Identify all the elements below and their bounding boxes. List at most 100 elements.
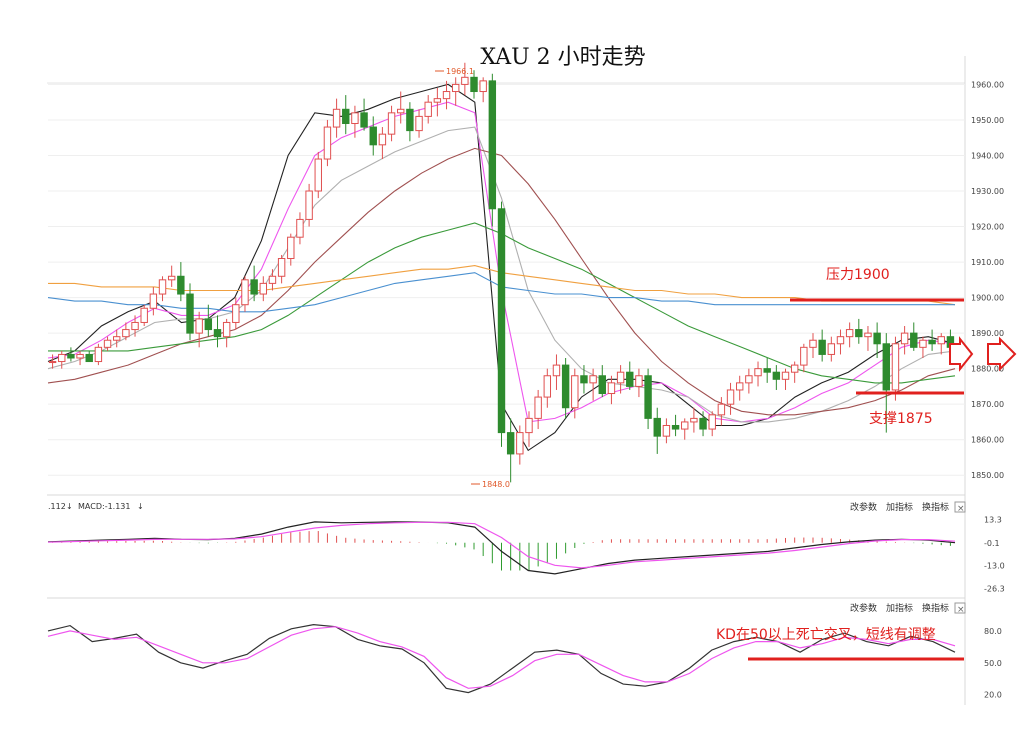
candlestick bbox=[250, 265, 258, 302]
price-y-tick-label: 1910.00 bbox=[971, 258, 1004, 267]
candlestick bbox=[873, 322, 881, 358]
candlestick bbox=[818, 329, 826, 362]
candlestick bbox=[76, 350, 84, 366]
candlestick bbox=[342, 95, 350, 135]
kd-buttons: 改参数 加指标 换指标 × bbox=[850, 602, 966, 615]
macd-header-value1: .112 bbox=[48, 502, 66, 511]
candle-down bbox=[598, 375, 606, 395]
macd-y-tick-label: 13.3 bbox=[984, 516, 1002, 525]
candle-up bbox=[662, 424, 671, 437]
candle-up bbox=[332, 108, 341, 128]
kd-change-params-button[interactable]: 改参数 bbox=[850, 602, 877, 614]
candlestick bbox=[85, 350, 93, 363]
support-annotation: 支撑1875 bbox=[856, 391, 964, 427]
price-panel-frame bbox=[47, 56, 966, 705]
candle-up bbox=[708, 414, 716, 430]
macd-switch-indicator-button[interactable]: 换指标 bbox=[922, 501, 949, 513]
candle-down bbox=[250, 279, 258, 295]
candle-down bbox=[910, 332, 918, 348]
candle-up bbox=[717, 403, 726, 416]
candlestick bbox=[516, 425, 524, 465]
price-y-tick-label: 1960.00 bbox=[971, 80, 1004, 89]
candle-up bbox=[195, 318, 203, 334]
candlestick bbox=[131, 315, 139, 337]
kd-y-tick-label: 80.0 bbox=[984, 627, 1002, 636]
candlestick bbox=[470, 70, 478, 99]
candle-up bbox=[58, 353, 66, 363]
candlestick bbox=[48, 354, 57, 369]
candlestick bbox=[113, 329, 121, 348]
candle-down bbox=[873, 332, 881, 345]
candle-up bbox=[571, 375, 579, 409]
candlestick bbox=[406, 102, 414, 142]
kd-switch-indicator-button[interactable]: 换指标 bbox=[922, 602, 949, 614]
macd-header-value2: :-1.131 bbox=[102, 502, 130, 511]
candle-up bbox=[451, 83, 460, 93]
macd-y-tick-label: -0.1 bbox=[984, 539, 1000, 548]
candlestick bbox=[378, 127, 387, 160]
candlestick bbox=[882, 333, 890, 433]
candle-up bbox=[158, 279, 167, 295]
candlestick bbox=[277, 254, 286, 284]
price-y-tick-label: 1900.00 bbox=[971, 294, 1004, 303]
candle-up bbox=[552, 364, 561, 377]
candle-up bbox=[845, 329, 854, 338]
macd-close-icon[interactable] bbox=[954, 501, 966, 513]
macd-change-params-button[interactable]: 改参数 bbox=[850, 501, 877, 513]
candle-up bbox=[534, 396, 542, 419]
candlestick bbox=[717, 397, 726, 426]
candlestick bbox=[598, 365, 606, 398]
candlestick bbox=[103, 336, 112, 351]
price-y-tick-label: 1850.00 bbox=[971, 471, 1004, 480]
price-y-tick-label: 1950.00 bbox=[971, 116, 1004, 125]
support-label: 支撑1875 bbox=[869, 411, 933, 427]
resistance-label: 压力1900 bbox=[826, 267, 890, 283]
candle-up bbox=[167, 275, 176, 281]
macd-histogram bbox=[52, 531, 951, 571]
svg-text:×: × bbox=[957, 605, 965, 615]
candle-up bbox=[397, 108, 405, 114]
macd-lines bbox=[47, 521, 956, 575]
candle-up bbox=[442, 91, 451, 100]
candlestick bbox=[735, 375, 744, 401]
kd-annotation-text: KD在50以上死亡交叉，短线有调整 bbox=[716, 626, 936, 643]
candle-up bbox=[103, 339, 112, 348]
candlestick bbox=[763, 357, 771, 383]
macd-add-indicator-button[interactable]: 加指标 bbox=[886, 501, 913, 513]
candle-up bbox=[745, 375, 753, 384]
candlestick bbox=[397, 91, 405, 124]
candlestick bbox=[351, 105, 359, 138]
candle-up bbox=[378, 133, 387, 146]
candlestick bbox=[928, 329, 936, 351]
candle-up bbox=[296, 218, 304, 238]
candle-up bbox=[836, 336, 845, 345]
macd-dea-line bbox=[47, 521, 956, 569]
price-y-tick-label: 1940.00 bbox=[971, 151, 1004, 160]
high-marker: 1966.1 bbox=[435, 67, 474, 76]
candlestick bbox=[222, 318, 231, 348]
candle-down bbox=[369, 126, 377, 146]
candle-up bbox=[232, 304, 240, 323]
price-y-axis: 1960.00 1950.00 1940.00 1930.00 1920.00 1910.… bbox=[971, 80, 1004, 480]
candlestick bbox=[67, 347, 75, 362]
candlestick bbox=[186, 283, 194, 341]
candle-up bbox=[424, 101, 432, 117]
macd-header-arrow2-icon: ↓ bbox=[137, 502, 144, 511]
candlestick bbox=[891, 336, 900, 401]
candle-down bbox=[928, 339, 936, 345]
kd-add-indicator-button[interactable]: 加指标 bbox=[886, 602, 913, 614]
candlestick bbox=[827, 336, 836, 362]
candlestick bbox=[488, 73, 497, 227]
candle-up bbox=[726, 389, 735, 405]
kd-close-icon[interactable] bbox=[954, 602, 966, 614]
candle-up bbox=[809, 339, 817, 348]
candle-up bbox=[754, 368, 762, 377]
candle-up bbox=[525, 417, 533, 434]
candlestick bbox=[525, 411, 533, 447]
candle-up bbox=[461, 76, 469, 85]
macd-y-axis: 13.3 -0.1 -13.0 -26.3 bbox=[984, 516, 1005, 594]
kd-annotation: KD在50以上死亡交叉，短线有调整 bbox=[716, 626, 964, 661]
candlestick bbox=[726, 382, 735, 415]
candlestick bbox=[195, 311, 203, 348]
high-label: 1966.1 bbox=[446, 67, 474, 76]
